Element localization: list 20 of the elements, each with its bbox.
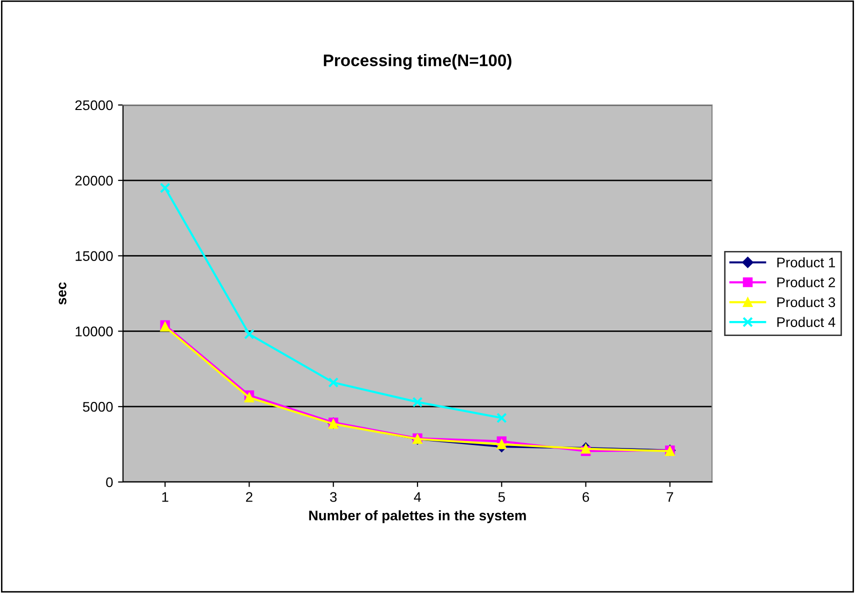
- y-tick-label: 15000: [76, 251, 113, 261]
- x-axis-title: Number of palettes in the system: [309, 510, 526, 524]
- legend-label: Product 2: [777, 277, 835, 288]
- x-tick-label: 1: [162, 492, 168, 502]
- x-tick-label: 3: [330, 492, 337, 502]
- legend-label: Product 3: [777, 296, 836, 308]
- x-tick-label: 5: [498, 492, 505, 502]
- x-tick-label: 7: [666, 492, 674, 502]
- y-tick-label: 10000: [76, 326, 113, 336]
- chart-title: Processing time(N=100): [324, 54, 512, 70]
- legend-label: Product 1: [777, 257, 835, 268]
- legend-label: Product 4: [777, 316, 836, 328]
- y-axis-title: sec: [58, 282, 66, 305]
- y-tick-label: 0: [106, 477, 113, 488]
- y-tick-label: 25000: [75, 100, 113, 110]
- y-tick-label: 20000: [75, 176, 113, 186]
- y-tick-label: 5000: [82, 402, 113, 412]
- x-tick-label: 2: [246, 492, 252, 502]
- x-tick-label: 6: [582, 492, 590, 502]
- x-tick-label: 4: [414, 492, 421, 502]
